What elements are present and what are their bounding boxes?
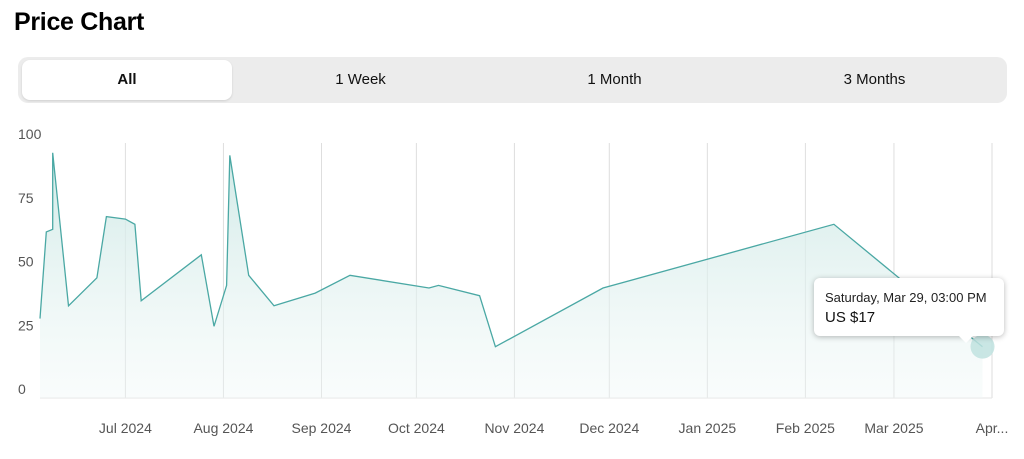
x-tick-label: Nov 2024 [484, 420, 544, 436]
data-point [428, 287, 430, 289]
tooltip-date: Saturday, Mar 29, 03:00 PM [825, 290, 987, 305]
data-point [225, 284, 227, 286]
data-point [45, 231, 47, 233]
data-point [248, 274, 250, 276]
data-point [437, 284, 439, 286]
x-axis: Jul 2024 Aug 2024 Sep 2024 Oct 2024 Nov 2024… [99, 420, 1008, 436]
data-point [349, 274, 351, 276]
x-tick-label: Apr... [976, 420, 1009, 436]
x-tick-label: Jan 2025 [679, 420, 737, 436]
data-point [51, 228, 53, 230]
x-tick-label: Jul 2024 [99, 420, 152, 436]
data-point [273, 305, 275, 307]
data-point [140, 300, 142, 302]
data-point [229, 154, 231, 156]
highlight-point[interactable] [970, 334, 995, 359]
data-point [213, 325, 215, 327]
price-tooltip: Saturday, Mar 29, 03:00 PM US $17 [814, 278, 1004, 343]
data-point [39, 317, 41, 319]
tooltip-price: US $17 [825, 309, 876, 326]
y-tick-label: 50 [18, 254, 34, 270]
tab-3-months[interactable]: 3 Months [843, 71, 906, 88]
x-tick-label: Oct 2024 [388, 420, 445, 436]
data-point [478, 294, 480, 296]
x-tick-label: Dec 2024 [579, 420, 639, 436]
x-tick-label: Sep 2024 [292, 420, 352, 436]
page-title: Price Chart [14, 8, 145, 36]
x-tick-label: Feb 2025 [776, 420, 835, 436]
tab-1-week[interactable]: 1 Week [335, 71, 386, 88]
data-point [833, 223, 835, 225]
data-point [105, 215, 107, 217]
price-area [40, 152, 983, 398]
data-point [134, 223, 136, 225]
data-point [602, 287, 604, 289]
time-range-tabs: All 1 Week 1 Month 3 Months [18, 57, 1007, 103]
y-tick-label: 25 [18, 317, 34, 333]
data-point [67, 305, 69, 307]
y-axis: 0 25 50 75 100 [18, 126, 42, 397]
tab-1-month[interactable]: 1 Month [587, 71, 642, 88]
data-point [96, 277, 98, 279]
x-tick-label: Aug 2024 [193, 420, 253, 436]
price-line [39, 152, 983, 348]
data-point [494, 345, 496, 347]
price-chart[interactable]: 0 25 50 75 100 Jul 2024 Aug 2024 Sep 2024 Oct 2… [0, 110, 1024, 459]
x-tick-label: Mar 2025 [864, 420, 923, 436]
data-point [124, 218, 126, 220]
data-point [51, 152, 53, 154]
y-tick-label: 100 [18, 126, 42, 142]
data-point [314, 292, 316, 294]
tab-all[interactable]: All [22, 60, 232, 100]
data-point [200, 254, 202, 256]
y-tick-label: 75 [18, 190, 34, 206]
y-tick-label: 0 [18, 381, 26, 397]
